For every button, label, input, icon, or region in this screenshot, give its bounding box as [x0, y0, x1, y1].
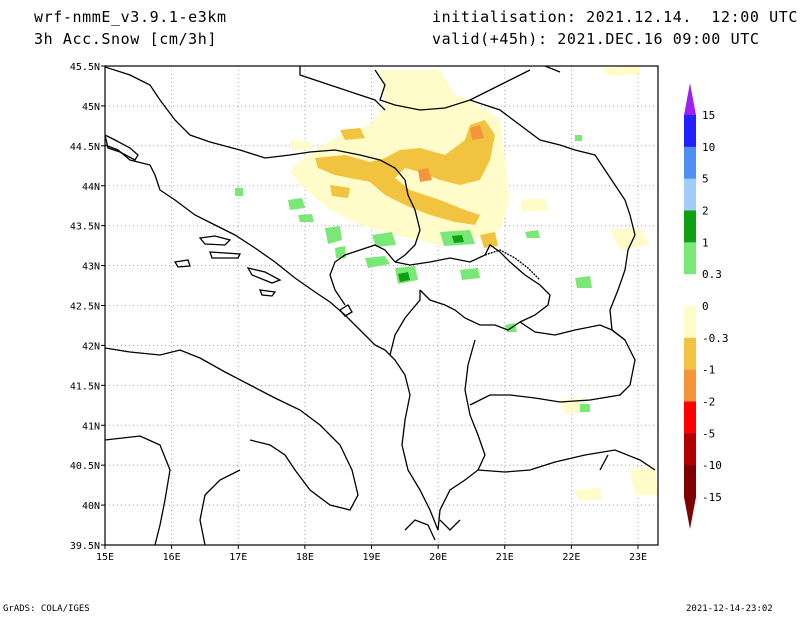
snow-field: [235, 66, 658, 500]
field-name: 3h Acc.Snow [cm/3h]: [34, 30, 217, 48]
colorbar-label: -10: [702, 459, 722, 472]
colorbar-swatch: [684, 465, 696, 498]
colorbar-swatch: [684, 306, 696, 339]
lat-label: 44N: [82, 182, 100, 193]
valid-time: valid(+45h): 2021.DEC.16 09:00 UTC: [432, 30, 759, 48]
lon-label: 21E: [496, 552, 514, 563]
colorbar-swatch: [684, 146, 696, 180]
colorbar-label: -2: [702, 396, 715, 409]
model-name: wrf-nmmE_v3.9.1-e3km: [34, 8, 227, 26]
colorbar-label: 15: [702, 109, 715, 122]
colorbar-swatch: [684, 433, 696, 466]
colorbar-label: 10: [702, 141, 715, 154]
lat-label: 39.5N: [70, 541, 100, 552]
valid-label: valid(+45h):: [432, 30, 548, 48]
colorbar-swatch: [684, 115, 696, 148]
lat-label: 42.5N: [70, 302, 100, 313]
lat-label: 43N: [82, 262, 100, 273]
lon-label: 16E: [163, 552, 181, 563]
footer-left: GrADS: COLA/IGES: [3, 604, 90, 614]
colorbar-label: -0.3: [702, 332, 729, 345]
lat-label: 40N: [82, 501, 100, 512]
colorbar-label: -15: [702, 491, 722, 504]
colorbar-swatch: [684, 369, 696, 402]
colorbar-swatch: [684, 210, 696, 243]
colorbar-swatch: [684, 337, 696, 371]
init-time: initialisation: 2021.12.14. 12:00 UTC: [432, 8, 798, 26]
valid-value: 2021.DEC.16 09:00 UTC: [557, 30, 760, 48]
init-value: 2021.12.14. 12:00 UTC: [586, 8, 798, 26]
colorbar-label: -5: [702, 427, 715, 440]
grid-lines: [105, 66, 658, 545]
footer-right: 2021-12-14-23:02: [686, 604, 773, 614]
colorbar-label: 1: [702, 236, 709, 249]
colorbar-swatch: [684, 242, 696, 275]
colorbar-label: 2: [702, 205, 709, 218]
colorbar-bottom-arrow: [684, 497, 696, 529]
lat-label: 42N: [82, 341, 100, 352]
coastlines-and-borders: [105, 66, 656, 545]
latitude-labels: 45.5N 45N 44.5N 44N 43.5N 43N 42.5N 42N 41.5N 41N…: [70, 62, 105, 552]
colorbar-swatch: [684, 178, 696, 211]
colorbar-label: -1: [702, 364, 715, 377]
lon-label: 18E: [296, 552, 314, 563]
colorbar-top-arrow: [684, 83, 696, 115]
init-label: initialisation:: [432, 8, 577, 26]
lon-label: 15E: [96, 552, 114, 563]
lon-label: 17E: [229, 552, 247, 563]
colorbar-swatch: [684, 401, 696, 434]
colorbar: 15 10 5 2 1 0.3 0 -0.3 -1 -2 -5 -10 -15: [684, 83, 729, 529]
lat-label: 43.5N: [70, 222, 100, 233]
colorbar-label: 0.3: [702, 268, 722, 281]
lat-label: 40.5N: [70, 461, 100, 472]
longitude-labels: 15E 16E 17E 18E 19E 20E 21E 22E 23E: [96, 545, 647, 563]
lat-label: 41.5N: [70, 381, 100, 392]
colorbar-label: 5: [702, 173, 709, 186]
lon-label: 19E: [362, 552, 380, 563]
lat-label: 41N: [82, 421, 100, 432]
lon-label: 23E: [629, 552, 647, 563]
lon-label: 20E: [429, 552, 447, 563]
lon-label: 22E: [562, 552, 580, 563]
lat-label: 45N: [82, 102, 100, 113]
lat-label: 44.5N: [70, 142, 100, 153]
colorbar-swatch: [684, 274, 696, 307]
lat-label: 45.5N: [70, 62, 100, 73]
colorbar-label: 0: [702, 300, 709, 313]
